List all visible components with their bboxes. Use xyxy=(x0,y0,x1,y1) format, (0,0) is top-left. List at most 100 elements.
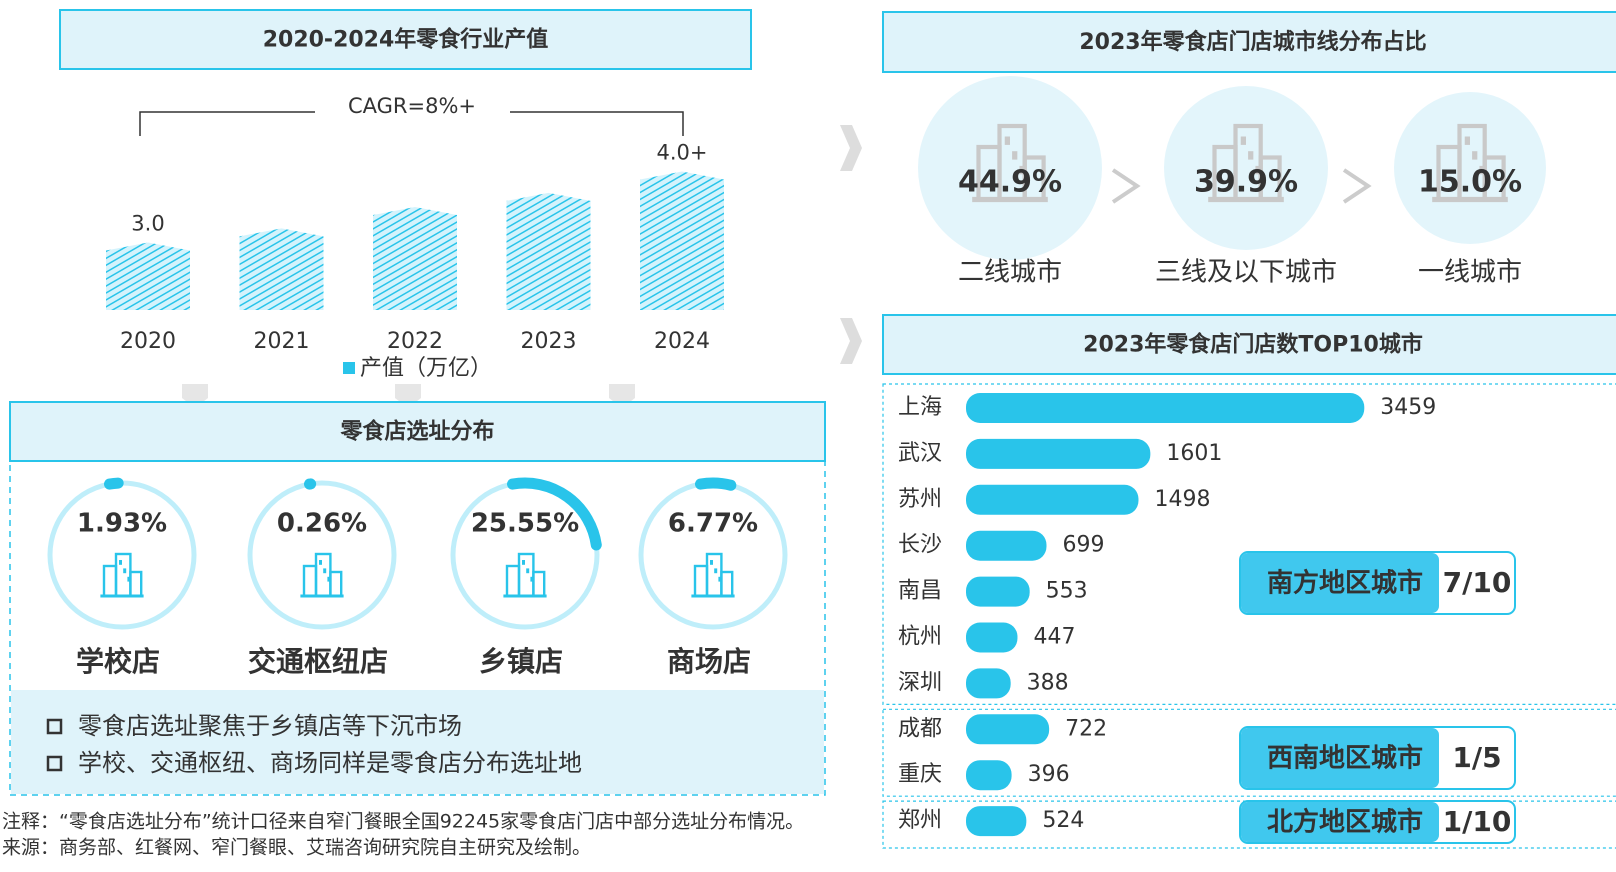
value-label: 524 xyxy=(1042,808,1084,833)
bar xyxy=(966,714,1050,745)
group-frame xyxy=(882,383,1616,705)
bracket xyxy=(510,111,684,136)
group-ratio: 1/5 xyxy=(1452,741,1501,774)
bar xyxy=(966,484,1139,515)
gauge-arc xyxy=(694,477,737,491)
panel-title: 零食店选址分布 xyxy=(339,419,494,445)
title-box xyxy=(882,314,1616,375)
icon-part xyxy=(114,552,132,598)
icon-part xyxy=(327,576,331,582)
group-frame xyxy=(882,708,1616,797)
icon xyxy=(1432,123,1508,203)
icon-part xyxy=(127,576,131,582)
x-tick-label: 2023 xyxy=(521,329,577,354)
value-label: 15.0% xyxy=(1418,165,1522,200)
icon-part xyxy=(329,570,343,598)
legend-label: 产值（万亿） xyxy=(360,356,492,381)
bar xyxy=(373,207,457,310)
bar xyxy=(506,192,591,310)
tier-circle xyxy=(1394,92,1546,244)
icon-part xyxy=(693,564,709,598)
icon-part xyxy=(1004,136,1010,145)
bar xyxy=(239,228,324,310)
title-box xyxy=(59,9,752,70)
icon-part xyxy=(319,560,322,565)
footnote: 注释：“零食店选址分布”统计口径来自窄门餐眼全国92245家零食店门店中部分选址… xyxy=(2,811,804,833)
y-tick-label: 重庆 xyxy=(898,762,942,787)
note: 零食店选址聚焦于乡镇店等下沉市场 xyxy=(78,712,462,740)
group-ratio: 7/10 xyxy=(1443,566,1512,599)
y-tick-label: 郑州 xyxy=(898,808,942,833)
value-label: 4.0+ xyxy=(657,141,708,165)
notes-box xyxy=(11,690,824,794)
note: 学校、交通枢纽、商场同样是零食店分布选址地 xyxy=(78,749,582,777)
value-label: 0.26% xyxy=(277,509,367,539)
icon-part xyxy=(517,552,535,598)
value-label: 1498 xyxy=(1154,487,1210,512)
y-tick-label: 深圳 xyxy=(898,670,942,695)
icon-part xyxy=(526,568,530,574)
gauge-arc xyxy=(103,477,124,490)
group-name: 北方地区城市 xyxy=(1267,807,1423,838)
value-label: 3459 xyxy=(1380,395,1436,420)
group-name: 南方地区城市 xyxy=(1267,568,1423,599)
category-label: 一线城市 xyxy=(1418,258,1522,288)
bar xyxy=(966,806,1027,837)
icon-part xyxy=(302,564,318,598)
value-label: 44.9% xyxy=(958,165,1062,200)
group-frame xyxy=(882,800,1616,849)
title-box xyxy=(882,11,1616,73)
bar xyxy=(966,622,1018,653)
icon-part xyxy=(522,560,525,565)
y-tick-label: 南昌 xyxy=(898,579,942,604)
icon-part xyxy=(1012,151,1018,160)
value-label: 396 xyxy=(1028,762,1070,787)
x-tick-label: 2022 xyxy=(387,329,443,354)
value-label: 3.0 xyxy=(131,212,164,236)
icon xyxy=(503,552,547,598)
y-tick-label: 武汉 xyxy=(898,441,942,466)
gt-sign xyxy=(1342,168,1372,204)
bar xyxy=(106,242,190,310)
tier-circle xyxy=(1164,86,1328,250)
icon-part xyxy=(1464,136,1470,145)
icon-part xyxy=(1472,151,1478,160)
icon-part xyxy=(532,570,546,598)
y-tick-label: 苏州 xyxy=(898,487,942,512)
value-label: 388 xyxy=(1027,670,1069,695)
y-tick-label: 成都 xyxy=(898,716,942,741)
group-box-fill xyxy=(1241,802,1439,842)
bar xyxy=(966,438,1151,469)
icon-part xyxy=(129,570,143,598)
gauge-ring xyxy=(247,480,397,630)
icon-part xyxy=(323,568,327,574)
icon-part xyxy=(1479,165,1485,175)
value-label: 1.93% xyxy=(77,509,167,539)
icon-part xyxy=(720,570,734,598)
icon-part xyxy=(1240,136,1246,145)
icon xyxy=(972,123,1048,203)
bullet xyxy=(46,755,63,772)
value-label: 6.77% xyxy=(668,509,758,539)
group-ratio: 1/10 xyxy=(1443,805,1512,838)
x-tick-label: 2024 xyxy=(654,329,710,354)
panel-title: 2023年零食店门店城市线分布占比 xyxy=(1079,29,1426,55)
x-tick-label: 2021 xyxy=(254,329,310,354)
y-tick-label: 长沙 xyxy=(898,533,942,558)
category-label: 交通枢纽店 xyxy=(248,645,388,678)
icon-part xyxy=(530,576,534,582)
footnote: 来源：商务部、红餐网、窄门餐眼、艾瑞咨询研究院自主研究及绘制。 xyxy=(2,837,591,859)
bracket xyxy=(139,111,315,136)
group-box-fill xyxy=(1241,728,1439,788)
category-label: 二线城市 xyxy=(958,258,1062,288)
tier-circle xyxy=(918,76,1102,260)
bar xyxy=(966,760,1012,791)
icon-part xyxy=(123,568,127,574)
value-label: 722 xyxy=(1065,716,1107,741)
icon xyxy=(300,552,344,598)
icon-part xyxy=(1248,151,1254,160)
bar xyxy=(966,393,1365,423)
icon xyxy=(1208,123,1284,203)
value-label: 699 xyxy=(1062,533,1104,558)
